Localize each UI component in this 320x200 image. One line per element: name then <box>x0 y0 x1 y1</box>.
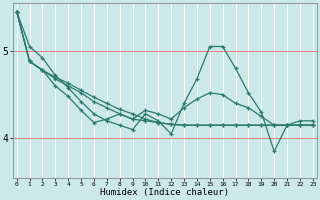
X-axis label: Humidex (Indice chaleur): Humidex (Indice chaleur) <box>100 188 229 197</box>
